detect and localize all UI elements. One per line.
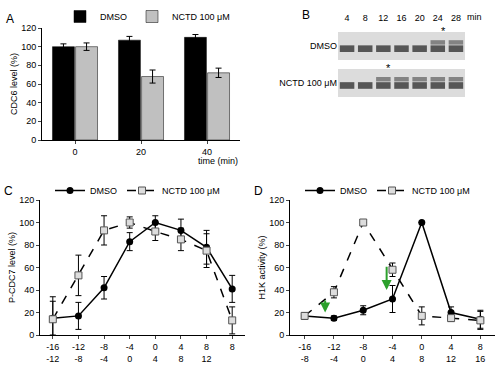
svg-text:H1K activity (%): H1K activity (%) — [257, 235, 267, 299]
svg-text:min: min — [467, 12, 482, 22]
svg-text:-40: -40 — [126, 342, 134, 364]
svg-text:time (min): time (min) — [198, 156, 238, 166]
svg-text:80: 80 — [24, 240, 34, 250]
svg-text:60: 60 — [26, 79, 36, 89]
svg-text:NCTD 100 μM: NCTD 100 μM — [162, 186, 220, 196]
svg-text:-80: -80 — [359, 342, 367, 364]
svg-text:100: 100 — [269, 218, 284, 228]
svg-text:20: 20 — [24, 308, 34, 318]
svg-text:120: 120 — [21, 23, 36, 33]
svg-text:DMSO: DMSO — [90, 186, 117, 196]
svg-text:20: 20 — [136, 147, 146, 157]
svg-text:816: 816 — [475, 342, 485, 364]
svg-text:20: 20 — [415, 13, 425, 23]
svg-text:40: 40 — [274, 285, 284, 295]
svg-text:DMSO: DMSO — [100, 12, 127, 22]
svg-text:8: 8 — [363, 13, 368, 23]
svg-text:D: D — [254, 184, 263, 198]
svg-text:8: 8 — [230, 342, 235, 352]
svg-text:28: 28 — [451, 13, 461, 23]
svg-text:412: 412 — [446, 342, 456, 364]
svg-text:-16-12: -16-12 — [46, 342, 59, 364]
svg-text:24: 24 — [433, 13, 443, 23]
svg-text:P-CDC7 level (%): P-CDC7 level (%) — [7, 232, 17, 303]
svg-text:100: 100 — [21, 42, 36, 52]
svg-text:0: 0 — [279, 330, 284, 340]
svg-text:60: 60 — [274, 263, 284, 273]
svg-text:08: 08 — [419, 342, 424, 364]
svg-text:60: 60 — [24, 263, 34, 273]
svg-text:-8-4: -8-4 — [100, 342, 108, 364]
svg-text:DMSO: DMSO — [310, 41, 337, 51]
svg-text:NCTD 100 μM: NCTD 100 μM — [412, 186, 470, 196]
svg-text:0: 0 — [72, 147, 77, 157]
svg-text:-12-8: -12-8 — [72, 342, 85, 364]
svg-text:100: 100 — [19, 218, 34, 228]
svg-text:40: 40 — [202, 147, 212, 157]
svg-text:B: B — [302, 8, 310, 22]
svg-text:16: 16 — [396, 13, 406, 23]
svg-text:C: C — [4, 184, 13, 198]
svg-text:0: 0 — [31, 135, 36, 145]
svg-text:CDC6 level (%): CDC6 level (%) — [9, 53, 19, 115]
svg-text:0: 0 — [29, 330, 34, 340]
svg-text:12: 12 — [378, 13, 388, 23]
svg-text:812: 812 — [202, 342, 212, 364]
svg-text:120: 120 — [19, 195, 34, 205]
svg-text:NCTD 100 μM: NCTD 100 μM — [172, 12, 230, 22]
svg-text:DMSO: DMSO — [340, 186, 367, 196]
svg-text:20: 20 — [26, 116, 36, 126]
svg-text:4: 4 — [345, 13, 350, 23]
svg-text:80: 80 — [26, 60, 36, 70]
svg-text:*: * — [386, 62, 391, 74]
svg-text:20: 20 — [274, 308, 284, 318]
svg-text:48: 48 — [178, 342, 183, 364]
svg-text:04: 04 — [153, 342, 158, 364]
svg-text:A: A — [6, 12, 14, 26]
svg-text:80: 80 — [274, 240, 284, 250]
svg-text:40: 40 — [24, 285, 34, 295]
svg-text:-44: -44 — [388, 342, 396, 364]
svg-text:-12-4: -12-4 — [327, 342, 340, 364]
svg-text:NCTD 100 μM: NCTD 100 μM — [279, 78, 337, 88]
svg-text:120: 120 — [269, 195, 284, 205]
svg-text:*: * — [441, 25, 446, 37]
svg-text:40: 40 — [26, 98, 36, 108]
svg-text:-16-8: -16-8 — [298, 342, 311, 364]
